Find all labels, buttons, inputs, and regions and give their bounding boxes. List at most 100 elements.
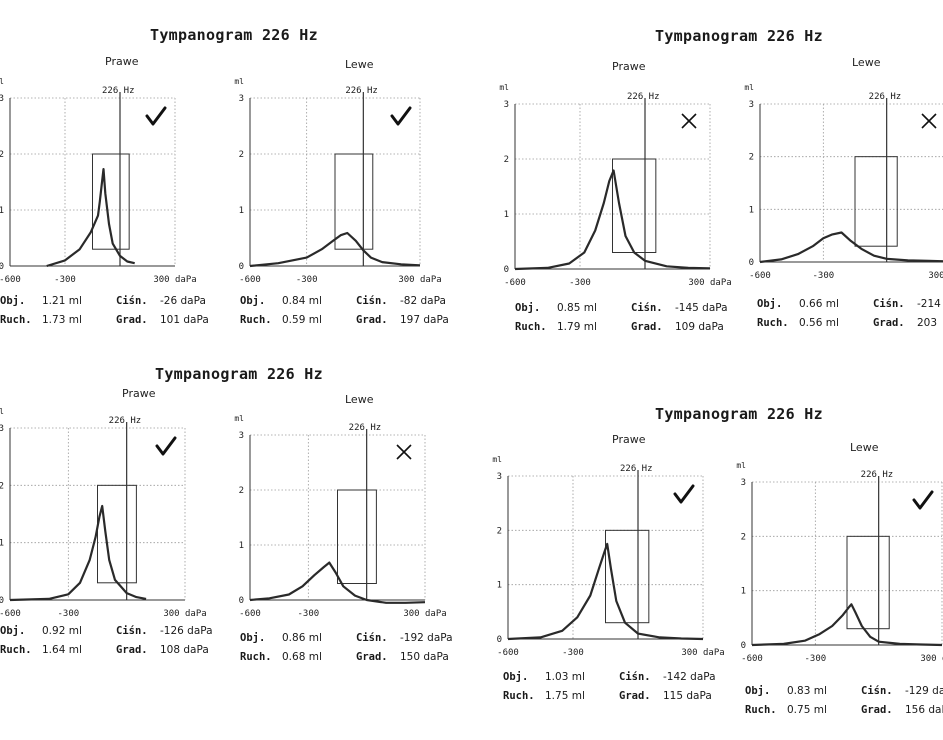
measurement-stats: Obj. 1.03 ml Ciśn. -142 daPa Ruch. 1.75 ml Gra… <box>503 668 716 706</box>
stat-value: 101 daPa <box>160 314 209 326</box>
x-tick-label: -300 <box>54 275 76 285</box>
stat-label: Ruch. <box>503 690 535 702</box>
stat-label: Ciśn. <box>619 671 651 683</box>
stat-label: Grad. <box>619 690 651 702</box>
y-tick-label: 1 <box>504 210 509 220</box>
check-icon <box>145 106 167 126</box>
stat-label: Grad. <box>116 314 148 326</box>
y-axis-label: ml <box>492 455 502 464</box>
measurement-stats: Obj. 0.84 ml Ciśn. -82 daPa Ruch. 0.59 ml Grad… <box>240 292 449 330</box>
y-tick-label: 3 <box>504 100 509 110</box>
stat-value: 1.73 ml <box>42 314 82 326</box>
frequency-label: 226 Hz <box>348 423 382 433</box>
frequency-label: 226 Hz <box>868 92 902 102</box>
tympanogram-curve <box>9 504 147 602</box>
y-tick-label: 1 <box>239 206 244 216</box>
tympanogram-curve <box>514 169 711 271</box>
frequency-label: 226 Hz <box>345 86 378 96</box>
stat-label: Obj. <box>515 302 541 314</box>
stats-row-volume: Obj. 0.66 ml Ciśn. -214 <box>757 295 941 314</box>
stat-label: Ciśn. <box>631 302 663 314</box>
tympanogram-plot: 0 1 2 3 ml -600 -300 300 daPa <box>234 414 446 619</box>
normal-range-box <box>97 484 137 584</box>
frequency-label: 226 Hz <box>627 92 660 102</box>
y-tick-label: 3 <box>497 472 502 482</box>
y-tick-label: 3 <box>741 478 746 488</box>
block-title: Tympanogram 226 Hz <box>150 26 318 44</box>
stats-row-volume: Obj. 0.84 ml Ciśn. -82 daPa <box>240 292 449 311</box>
normal-range-box <box>337 489 377 584</box>
tympanogram-plot: 0 1 2 3 ml -600 -300 300 daPa <box>499 83 731 288</box>
y-axis-label: ml <box>0 407 4 416</box>
x-tick-label: 300 daPa <box>920 654 943 664</box>
stat-value: 150 daPa <box>400 651 449 663</box>
x-tick-label: 300 daPa <box>688 278 731 288</box>
stat-value: 0.92 ml <box>42 625 82 637</box>
y-tick-label: 1 <box>749 205 754 215</box>
tympanogram-plot: 0 1 2 3 ml -600 -300 300 daPa <box>492 455 724 658</box>
measurement-stats: Obj. 0.92 ml Ciśn. -126 daPa Ruch. 1.64 ml Gra… <box>0 622 213 660</box>
y-tick-label: 3 <box>239 94 244 104</box>
check-icon <box>912 490 934 510</box>
stat-value: -26 daPa <box>160 295 206 307</box>
x-tick-label: -300 <box>569 278 591 288</box>
stat-value: 0.75 ml <box>787 704 827 716</box>
y-axis-label: ml <box>234 77 244 86</box>
stats-row-volume: Obj. 0.83 ml Ciśn. -129 dal <box>745 682 943 701</box>
stat-value: 0.83 ml <box>787 685 827 697</box>
normal-range-box <box>854 156 898 247</box>
y-tick-label: 0 <box>497 635 502 645</box>
block-title: Tympanogram 226 Hz <box>655 27 823 45</box>
ear-label: Lewe <box>345 58 374 71</box>
stats-row-compliance: Ruch. 1.73 ml Grad. 101 daPa <box>0 311 209 330</box>
stat-label: Obj. <box>0 295 26 307</box>
y-axis-label: ml <box>744 83 754 92</box>
x-tick-label: 300 daPa <box>928 271 943 281</box>
stat-label: Obj. <box>240 295 266 307</box>
tympanogram-curve <box>507 542 704 641</box>
y-tick-label: 2 <box>749 153 754 163</box>
stat-value: 108 daPa <box>160 644 209 656</box>
stat-label: Grad. <box>861 704 893 716</box>
stat-label: Ciśn. <box>116 625 148 637</box>
tympanogram-plot: 0 1 2 3 ml -600 -300 300 daPa <box>0 77 197 285</box>
stat-label: Grad. <box>116 644 148 656</box>
stat-label: Obj. <box>503 671 529 683</box>
y-axis-label: ml <box>0 77 4 86</box>
tympanogram-curve <box>759 231 943 264</box>
stat-label: Grad. <box>631 321 663 333</box>
x-tick-label: -300 <box>57 609 79 619</box>
ear-label: Prawe <box>122 387 156 400</box>
stat-value: -142 daPa <box>663 671 716 683</box>
stats-row-compliance: Ruch. 0.56 ml Grad. 203 <box>757 314 941 333</box>
stat-value: -192 daPa <box>400 632 453 644</box>
stat-value: 0.85 ml <box>557 302 597 314</box>
x-tick-label: -300 <box>812 271 834 281</box>
stat-value: 0.56 ml <box>799 317 839 329</box>
ear-label: Lewe <box>850 441 879 454</box>
y-tick-label: 3 <box>0 94 4 104</box>
stat-label: Ruch. <box>0 314 32 326</box>
stats-row-volume: Obj. 0.85 ml Ciśn. -145 daPa <box>515 299 728 318</box>
ear-label: Lewe <box>852 56 881 69</box>
stats-row-compliance: Ruch. 1.75 ml Grad. 115 daPa <box>503 687 716 706</box>
y-tick-label: 3 <box>239 431 244 441</box>
stat-value: 0.84 ml <box>282 295 322 307</box>
stat-value: 109 daPa <box>675 321 724 333</box>
y-tick-label: 1 <box>741 587 746 597</box>
x-tick-label: -600 <box>497 648 519 658</box>
x-tick-label: -300 <box>804 654 826 664</box>
ear-label: Lewe <box>345 393 374 406</box>
x-tick-label: 300 daPa <box>398 275 441 285</box>
stat-label: Ruch. <box>240 651 272 663</box>
stat-value: 0.68 ml <box>282 651 322 663</box>
tympanogram-plot: 0 1 2 3 ml -600 -300 300 daPa <box>234 77 441 285</box>
stat-label: Ciśn. <box>861 685 893 697</box>
stat-label: Ciśn. <box>116 295 148 307</box>
stats-row-compliance: Ruch. 0.68 ml Grad. 150 daPa <box>240 648 453 667</box>
y-tick-label: 2 <box>497 526 502 536</box>
check-icon <box>673 484 695 504</box>
stat-label: Grad. <box>356 314 388 326</box>
x-tick-label: -300 <box>296 275 318 285</box>
x-tick-label: -600 <box>0 275 21 285</box>
